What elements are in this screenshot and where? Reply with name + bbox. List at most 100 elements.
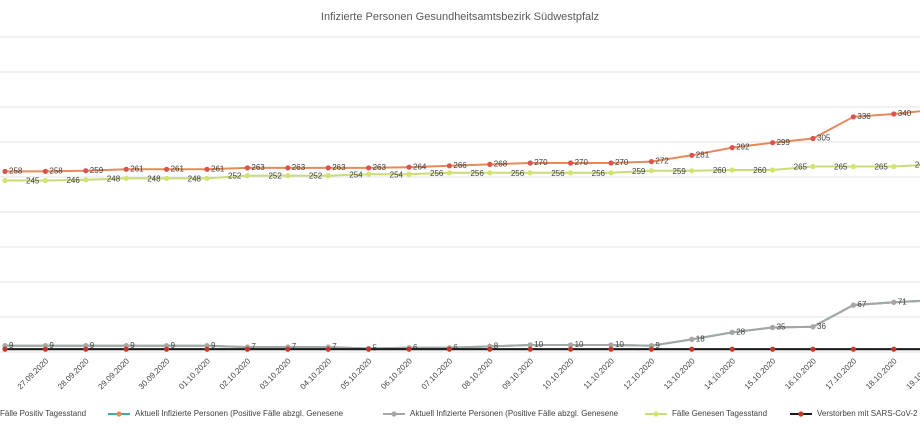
data-point bbox=[204, 346, 210, 352]
data-label: 9 bbox=[211, 341, 216, 350]
data-label: 9 bbox=[171, 341, 176, 350]
data-label: 340 bbox=[898, 109, 912, 118]
data-label: 254 bbox=[390, 170, 404, 179]
legend-item: Aktuell Infizierte Personen (Positive Fä… bbox=[383, 409, 619, 418]
x-tick-label: 30.09.2020 bbox=[137, 356, 172, 391]
data-point bbox=[164, 175, 170, 181]
data-label: 6 bbox=[453, 343, 458, 352]
data-label: 299 bbox=[777, 138, 791, 147]
data-point bbox=[244, 346, 250, 352]
data-point bbox=[608, 170, 614, 176]
data-label: 265 bbox=[874, 163, 888, 172]
data-label: 7 bbox=[251, 342, 256, 351]
x-tick-label: 08.10.2020 bbox=[460, 356, 495, 391]
data-label: 67 bbox=[857, 300, 866, 309]
data-label: 18 bbox=[696, 335, 705, 344]
data-point bbox=[608, 346, 614, 352]
data-point bbox=[406, 171, 412, 177]
data-point bbox=[689, 152, 695, 158]
x-tick-label: 04.10.2020 bbox=[298, 356, 333, 391]
legend-item: Fälle Genesen Tagesstand bbox=[645, 409, 767, 418]
data-point bbox=[83, 177, 89, 183]
data-point bbox=[204, 175, 210, 181]
data-label: 71 bbox=[898, 297, 907, 306]
x-tick-label: 19.10.2020 bbox=[904, 356, 920, 391]
data-label: 252 bbox=[268, 172, 282, 181]
data-label: 270 bbox=[534, 158, 548, 167]
data-point bbox=[123, 346, 129, 352]
data-label: 258 bbox=[9, 167, 23, 176]
data-point bbox=[810, 324, 816, 330]
data-label: 292 bbox=[736, 143, 750, 152]
data-point bbox=[366, 346, 372, 352]
data-point bbox=[770, 346, 776, 352]
data-point bbox=[568, 346, 574, 352]
x-tick-label: 07.10.2020 bbox=[420, 356, 455, 391]
data-label: 265 bbox=[794, 163, 808, 172]
data-point bbox=[850, 302, 857, 308]
legend-item: Aktuell Infizierte Personen (Positive Fä… bbox=[108, 409, 344, 418]
data-point bbox=[244, 165, 250, 171]
data-label: 245 bbox=[26, 177, 40, 186]
series-line bbox=[5, 299, 920, 350]
data-point bbox=[729, 167, 735, 173]
data-point bbox=[285, 165, 291, 171]
series: 258 258 259 261 261 261 263 263 263 263 264 266 268 2… bbox=[2, 109, 920, 176]
data-point bbox=[42, 168, 49, 174]
data-point bbox=[810, 346, 816, 352]
data-point bbox=[568, 160, 574, 166]
data-point bbox=[891, 299, 897, 305]
data-point bbox=[527, 342, 533, 348]
series-line bbox=[5, 164, 920, 182]
data-point bbox=[42, 177, 49, 184]
data-point bbox=[648, 346, 655, 352]
data-label: 254 bbox=[349, 170, 363, 179]
data-point bbox=[689, 346, 695, 352]
data-label: 272 bbox=[655, 157, 669, 166]
legend-label: Aktuell Infizierte Personen (Positive Fä… bbox=[135, 409, 344, 418]
data-label: 256 bbox=[511, 169, 525, 178]
x-tick-label: 09.10.2020 bbox=[500, 356, 535, 391]
data-label: 256 bbox=[430, 169, 444, 178]
data-point bbox=[770, 167, 776, 173]
data-label: 268 bbox=[915, 161, 920, 170]
legend-marker bbox=[798, 411, 804, 417]
chart-title: Infizierte Personen Gesundheitsamtsbezir… bbox=[321, 11, 599, 23]
data-point bbox=[648, 159, 655, 165]
data-point bbox=[608, 342, 614, 348]
data-point bbox=[204, 166, 210, 172]
data-label: 7 bbox=[292, 342, 297, 351]
data-label: 270 bbox=[615, 158, 629, 167]
data-label: 266 bbox=[453, 161, 467, 170]
data-point bbox=[850, 346, 857, 352]
data-label: 9 bbox=[9, 341, 14, 350]
data-point bbox=[648, 168, 655, 174]
data-point bbox=[446, 170, 452, 176]
data-point bbox=[325, 165, 331, 171]
data-point bbox=[164, 166, 170, 172]
x-tick-label: 16.10.2020 bbox=[783, 356, 818, 391]
data-label: 256 bbox=[551, 169, 565, 178]
legend-marker bbox=[116, 411, 122, 417]
data-point bbox=[891, 163, 897, 170]
data-label: 36 bbox=[817, 322, 826, 331]
data-label: 268 bbox=[494, 160, 508, 169]
data-label: 270 bbox=[575, 158, 589, 167]
data-point bbox=[2, 168, 8, 174]
data-label: 248 bbox=[107, 175, 121, 184]
data-label: 265 bbox=[834, 163, 848, 172]
data-point bbox=[325, 346, 331, 352]
x-tick-label: 18.10.2020 bbox=[864, 356, 899, 391]
data-point bbox=[568, 170, 574, 176]
data-label: 281 bbox=[696, 150, 710, 159]
x-tick-label: 01.10.2020 bbox=[177, 356, 212, 391]
data-label: 6 bbox=[413, 343, 418, 352]
data-label: 305 bbox=[817, 134, 831, 143]
data-point bbox=[770, 324, 776, 331]
data-label: 261 bbox=[211, 164, 225, 173]
data-point bbox=[164, 346, 170, 352]
data-label: 7 bbox=[332, 342, 337, 351]
data-label: 259 bbox=[632, 167, 646, 176]
data-point bbox=[729, 346, 735, 352]
